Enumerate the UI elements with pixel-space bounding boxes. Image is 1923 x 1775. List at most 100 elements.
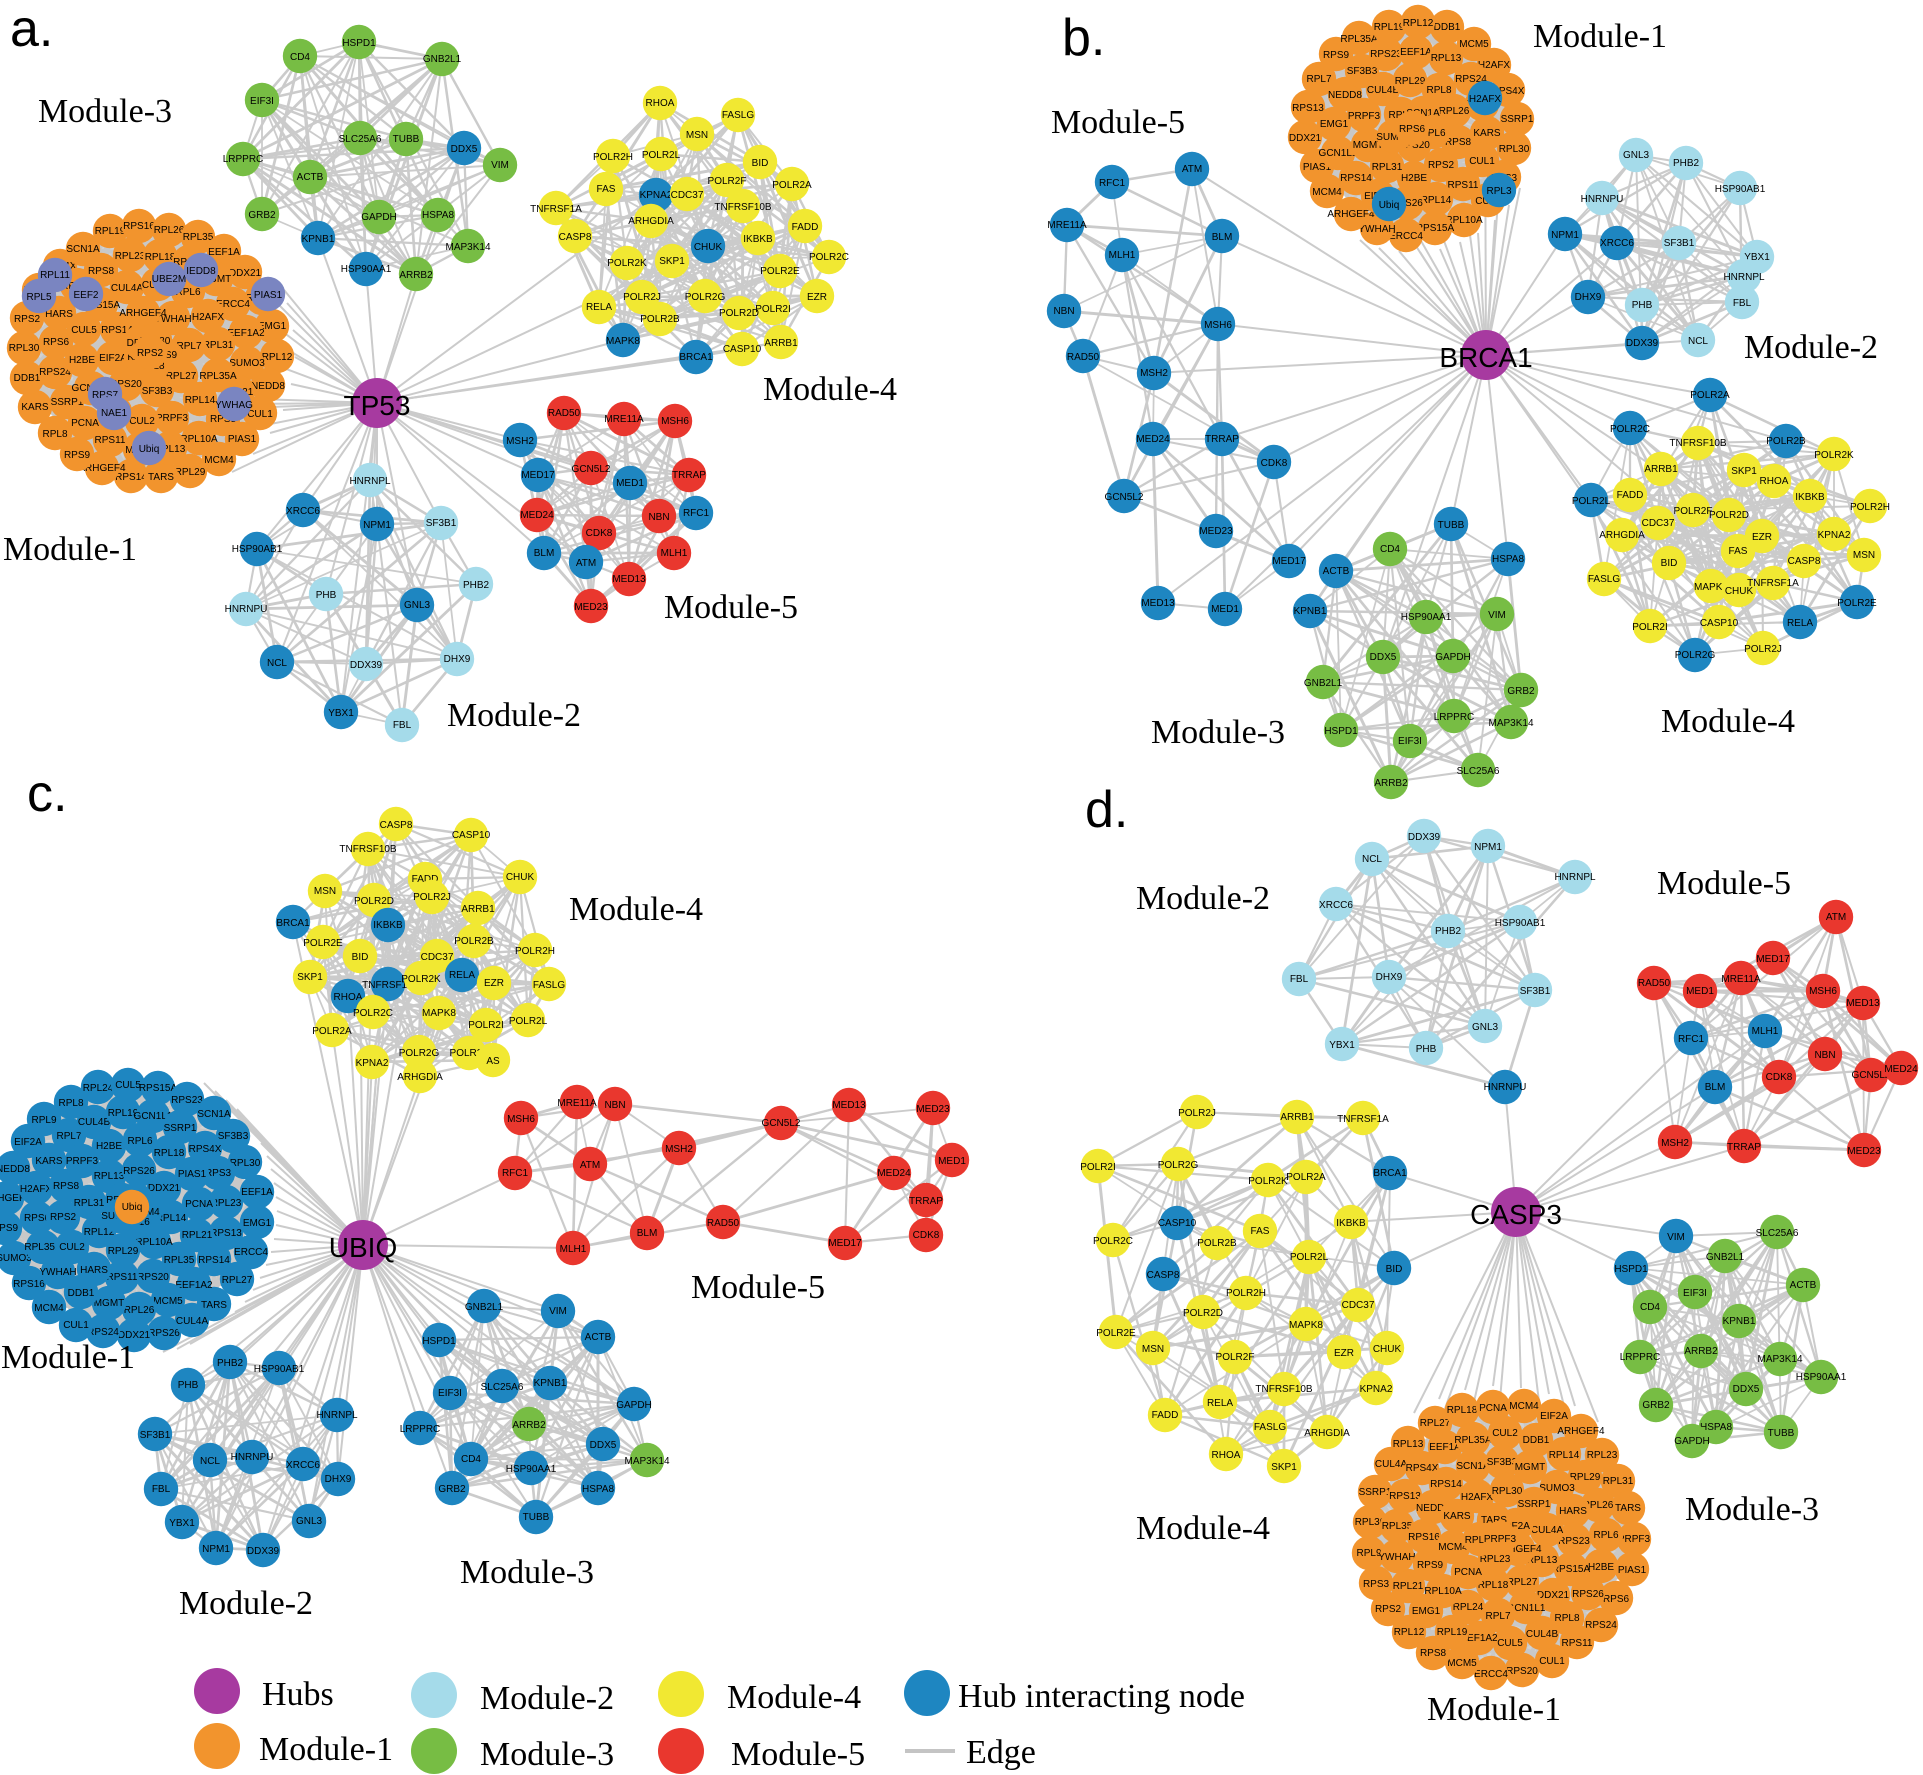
svg-text:RPL11: RPL11 (40, 270, 70, 281)
svg-text:RPL31: RPL31 (74, 1198, 105, 1209)
svg-text:CUL5: CUL5 (115, 1080, 141, 1091)
svg-text:POLR2K: POLR2K (401, 974, 441, 985)
svg-text:RPL8: RPL8 (1426, 85, 1451, 96)
svg-text:POLR2E: POLR2E (1837, 598, 1877, 609)
svg-text:MAP3K14: MAP3K14 (1488, 718, 1533, 729)
svg-text:MAPK8: MAPK8 (606, 336, 640, 347)
svg-text:MLH1: MLH1 (661, 548, 688, 559)
svg-text:RPL14: RPL14 (185, 395, 216, 406)
svg-text:RELA: RELA (1787, 618, 1813, 629)
svg-text:MSH6: MSH6 (661, 416, 689, 427)
svg-text:CASP8: CASP8 (1788, 556, 1821, 567)
svg-text:NBN: NBN (604, 1100, 625, 1111)
svg-text:DDX21: DDX21 (1289, 133, 1322, 144)
svg-text:RPS3: RPS3 (1363, 1579, 1390, 1590)
svg-text:RPS8: RPS8 (88, 266, 115, 277)
svg-text:YWHAH: YWHAH (1358, 224, 1395, 235)
svg-text:DDB1: DDB1 (1434, 22, 1461, 33)
svg-text:MED1: MED1 (616, 478, 644, 489)
svg-text:RPL8: RPL8 (1554, 1613, 1579, 1624)
svg-text:GCN5L2: GCN5L2 (572, 464, 611, 475)
svg-text:PRPF3: PRPF3 (1348, 111, 1381, 122)
svg-text:DDX39: DDX39 (247, 1546, 280, 1557)
svg-text:MRE11A: MRE11A (557, 1098, 597, 1109)
svg-text:HNRNPU: HNRNPU (231, 1452, 274, 1463)
svg-text:PIAS1: PIAS1 (254, 290, 283, 301)
svg-text:ACTB: ACTB (297, 172, 324, 183)
svg-text:MCM4: MCM4 (34, 1303, 64, 1314)
svg-text:POLR2L: POLR2L (642, 150, 681, 161)
svg-text:RPL12: RPL12 (262, 352, 293, 363)
svg-text:ERCC4: ERCC4 (234, 1247, 268, 1258)
svg-text:NCL: NCL (267, 658, 287, 669)
svg-text:NBN: NBN (648, 512, 669, 523)
svg-text:RPL23: RPL23 (115, 251, 146, 262)
svg-text:EZR: EZR (484, 978, 504, 989)
svg-text:RPS2: RPS2 (14, 314, 41, 325)
svg-text:RPS20: RPS20 (137, 1272, 169, 1283)
svg-text:MCM4: MCM4 (1312, 187, 1342, 198)
svg-text:NEDD8: NEDD8 (251, 381, 285, 392)
svg-text:PHB2: PHB2 (217, 1358, 244, 1369)
svg-text:LRPPRC: LRPPRC (1434, 712, 1475, 723)
svg-text:KARS: KARS (35, 1156, 63, 1167)
svg-text:SF3B3: SF3B3 (142, 386, 173, 397)
svg-text:RPL12: RPL12 (1394, 1627, 1425, 1638)
svg-text:EIF2A: EIF2A (99, 353, 127, 364)
svg-text:CUL4B: CUL4B (78, 1117, 111, 1128)
svg-text:CUL4B: CUL4B (1526, 1629, 1559, 1640)
svg-text:IKBKB: IKBKB (743, 234, 773, 245)
svg-text:RPL6: RPL6 (1593, 1530, 1618, 1541)
svg-text:POLR2E: POLR2E (303, 938, 343, 949)
svg-text:TRRAP: TRRAP (672, 470, 706, 481)
svg-text:H2AFX: H2AFX (1469, 94, 1502, 105)
svg-text:LRPPRC: LRPPRC (223, 154, 264, 165)
svg-text:SF3B3: SF3B3 (218, 1131, 249, 1142)
svg-text:Ubiq: Ubiq (1379, 200, 1400, 211)
svg-text:MED17: MED17 (828, 1238, 862, 1249)
svg-text:SSRP1: SSRP1 (1501, 114, 1534, 125)
svg-text:HSPA8: HSPA8 (1492, 554, 1524, 565)
svg-text:RPS9: RPS9 (1323, 50, 1350, 61)
svg-text:GAPDH: GAPDH (616, 1400, 652, 1411)
svg-text:EIF3I: EIF3I (438, 1388, 462, 1399)
svg-text:CD4: CD4 (1380, 544, 1400, 555)
svg-text:NEDD8: NEDD8 (0, 1164, 30, 1175)
svg-text:EZR: EZR (807, 292, 827, 303)
svg-text:HSP90AA1: HSP90AA1 (341, 264, 392, 275)
svg-text:CASP8: CASP8 (380, 820, 413, 831)
svg-text:MED24: MED24 (1136, 434, 1170, 445)
svg-text:TNFRSF10B: TNFRSF10B (1669, 438, 1727, 449)
svg-text:POLR2B: POLR2B (1766, 436, 1806, 447)
svg-text:POLR2I: POLR2I (468, 1020, 504, 1031)
svg-text:GNL3: GNL3 (296, 1516, 323, 1527)
svg-text:SCN1A: SCN1A (66, 244, 100, 255)
svg-text:MCM5: MCM5 (1447, 1658, 1477, 1669)
svg-text:ERCC4: ERCC4 (1474, 1669, 1508, 1680)
svg-text:DHX9: DHX9 (325, 1474, 352, 1485)
svg-text:POLR2I: POLR2I (755, 304, 791, 315)
svg-text:DDX39: DDX39 (350, 660, 383, 671)
svg-text:RPL31: RPL31 (1372, 162, 1403, 173)
svg-text:RPS11: RPS11 (107, 1272, 138, 1283)
svg-text:RPS16: RPS16 (123, 221, 155, 232)
svg-text:FBL: FBL (152, 1484, 171, 1495)
svg-text:YBX1: YBX1 (169, 1518, 195, 1529)
svg-text:HSPD1: HSPD1 (342, 38, 376, 49)
svg-text:TRRAP: TRRAP (909, 1196, 943, 1207)
svg-text:RPL31: RPL31 (1603, 1476, 1634, 1487)
svg-text:RPS2: RPS2 (1428, 160, 1455, 171)
svg-text:RPL35A: RPL35A (1340, 34, 1378, 45)
svg-text:MRE11A: MRE11A (604, 414, 644, 425)
svg-text:HNRNPU: HNRNPU (1581, 194, 1624, 205)
svg-text:H2BE: H2BE (1401, 173, 1427, 184)
svg-text:MCM4: MCM4 (1509, 1401, 1539, 1412)
svg-text:PHB: PHB (1632, 300, 1653, 311)
svg-text:RPS20: RPS20 (1506, 1666, 1538, 1677)
svg-text:SKP1: SKP1 (1731, 466, 1757, 477)
svg-text:SSRP1: SSRP1 (1359, 1487, 1392, 1498)
svg-text:PCNA: PCNA (185, 1199, 213, 1210)
svg-text:RPL35: RPL35 (164, 1255, 195, 1266)
svg-text:TNFRSF1A: TNFRSF1A (530, 204, 582, 215)
svg-text:RPS24: RPS24 (39, 367, 71, 378)
